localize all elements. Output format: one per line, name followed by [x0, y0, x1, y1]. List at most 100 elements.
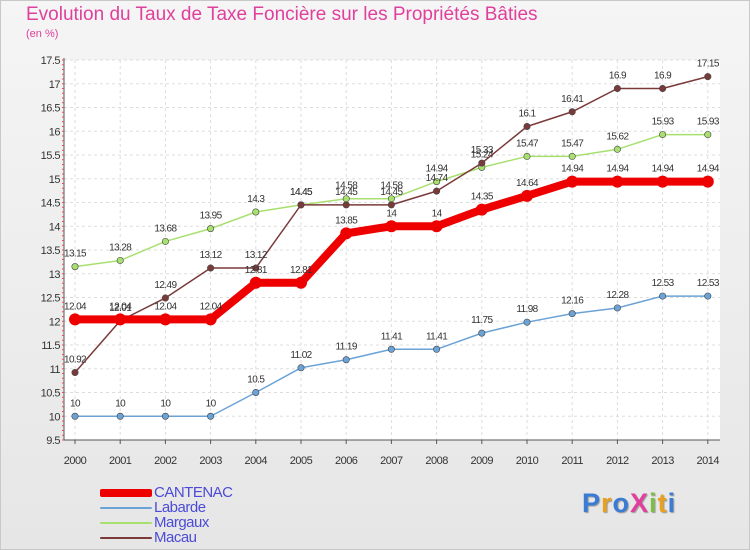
data-label-labarde: 12.53 — [652, 278, 675, 289]
data-point-margaux — [252, 208, 260, 216]
data-point-macau — [297, 201, 305, 209]
legend-swatch-macau — [100, 537, 152, 539]
y-tick-label: 16 — [49, 126, 61, 138]
data-point-margaux — [704, 131, 712, 139]
data-label-margaux: 14.3 — [247, 194, 265, 205]
data-point-macau — [613, 85, 621, 93]
data-label-macau: 12.01 — [109, 303, 132, 314]
data-label-margaux: 13.28 — [109, 242, 132, 253]
y-tick-label: 17.5 — [41, 55, 61, 67]
y-tick-label: 9.5 — [46, 435, 60, 447]
data-point-cantenac — [656, 175, 669, 188]
data-point-cantenac — [701, 175, 714, 188]
data-point-labarde — [342, 356, 350, 364]
data-label-macau: 14.74 — [426, 173, 449, 184]
data-label-macau: 16.9 — [654, 71, 672, 82]
y-tick-label: 11 — [50, 364, 61, 376]
x-tick-label: 2008 — [425, 455, 448, 467]
x-tick-label: 2000 — [64, 455, 87, 467]
data-label-labarde: 10 — [160, 398, 171, 409]
data-label-cantenac: 12.04 — [154, 301, 177, 312]
y-tick-label: 13.5 — [41, 245, 61, 257]
chart-title: Evolution du Taux de Taxe Foncière sur l… — [26, 4, 538, 25]
data-label-cantenac: 14.94 — [561, 164, 584, 175]
legend-label-labarde: Labarde — [154, 499, 206, 516]
data-point-cantenac — [159, 313, 172, 326]
data-point-labarde — [478, 329, 486, 337]
data-label-margaux: 15.47 — [561, 138, 584, 149]
y-tick-label: 14 — [49, 221, 61, 233]
data-label-labarde: 11.19 — [336, 342, 358, 353]
data-label-cantenac: 12.81 — [245, 265, 268, 276]
data-label-labarde: 12.16 — [561, 296, 584, 307]
data-label-macau: 16.1 — [518, 109, 536, 120]
x-tick-label: 2005 — [290, 455, 313, 467]
data-point-labarde — [252, 388, 260, 396]
data-label-macau: 10.92 — [64, 355, 87, 366]
data-point-margaux — [659, 131, 667, 139]
data-point-labarde — [659, 292, 667, 300]
data-label-macau: 13.12 — [200, 250, 223, 261]
data-point-cantenac — [340, 227, 353, 240]
data-label-margaux: 14.94 — [426, 164, 449, 175]
logo-letter: P — [582, 488, 602, 518]
data-label-labarde: 10 — [70, 398, 81, 409]
data-point-cantenac — [295, 276, 307, 289]
data-point-macau — [478, 159, 486, 167]
data-label-macau: 12.49 — [154, 280, 177, 291]
y-tick-label: 12 — [49, 316, 61, 328]
legend-swatch-margaux — [100, 522, 152, 524]
data-point-macau — [568, 108, 576, 116]
data-point-cantenac — [521, 189, 533, 202]
y-tick-label: 10.5 — [41, 388, 61, 400]
x-tick-label: 2003 — [199, 455, 222, 467]
data-point-macau — [523, 123, 531, 131]
logo-letter: t — [657, 488, 668, 518]
data-label-labarde: 12.28 — [606, 290, 629, 301]
logo-letter: i — [649, 488, 658, 518]
data-label-margaux: 15.93 — [697, 117, 720, 128]
data-label-cantenac: 14 — [386, 208, 397, 219]
data-label-macau: 13.12 — [245, 250, 268, 261]
data-label-labarde: 11.41 — [426, 331, 448, 342]
legend-label-cantenac: CANTENAC — [154, 484, 233, 501]
x-tick-label: 2012 — [606, 455, 629, 467]
logo-letter: i — [667, 488, 677, 518]
data-point-macau — [342, 201, 350, 209]
data-point-margaux — [523, 152, 531, 160]
y-tick-label: 10 — [49, 411, 61, 423]
x-tick-label: 2011 — [561, 455, 583, 467]
data-label-macau: 16.9 — [609, 71, 627, 82]
x-tick-label: 2013 — [651, 455, 674, 467]
legend-label-margaux: Margaux — [154, 514, 209, 531]
legend-swatch-cantenac — [100, 489, 152, 497]
data-point-cantenac — [566, 175, 579, 188]
data-label-cantenac: 14.35 — [471, 192, 494, 203]
data-label-cantenac: 12.81 — [290, 265, 313, 276]
data-point-cantenac — [475, 203, 488, 216]
data-point-labarde — [568, 310, 576, 318]
data-label-margaux: 14.45 — [290, 187, 313, 198]
data-label-cantenac: 12.04 — [200, 301, 223, 312]
data-label-margaux: 13.15 — [64, 249, 87, 260]
logo-letter: r — [601, 488, 613, 518]
y-tick-label: 12.5 — [41, 293, 61, 305]
legend-label-macau: Macau — [154, 529, 197, 546]
data-label-margaux: 15.93 — [652, 117, 675, 128]
data-label-macau: 14.45 — [290, 187, 313, 198]
data-label-macau: 16.41 — [561, 94, 584, 105]
y-tick-label: 15 — [49, 174, 61, 186]
data-label-cantenac: 14.94 — [606, 164, 629, 175]
data-label-cantenac: 12.04 — [64, 301, 87, 312]
data-point-labarde — [387, 345, 395, 353]
data-point-cantenac — [611, 175, 624, 188]
data-label-labarde: 11.75 — [471, 315, 493, 326]
y-tick-label: 15.5 — [41, 150, 61, 162]
data-label-labarde: 11.02 — [290, 350, 312, 361]
data-point-cantenac — [69, 313, 81, 326]
data-point-cantenac — [385, 220, 398, 233]
data-label-cantenac: 14 — [432, 208, 443, 219]
x-tick-label: 2004 — [245, 455, 268, 467]
data-point-macau — [387, 201, 395, 209]
